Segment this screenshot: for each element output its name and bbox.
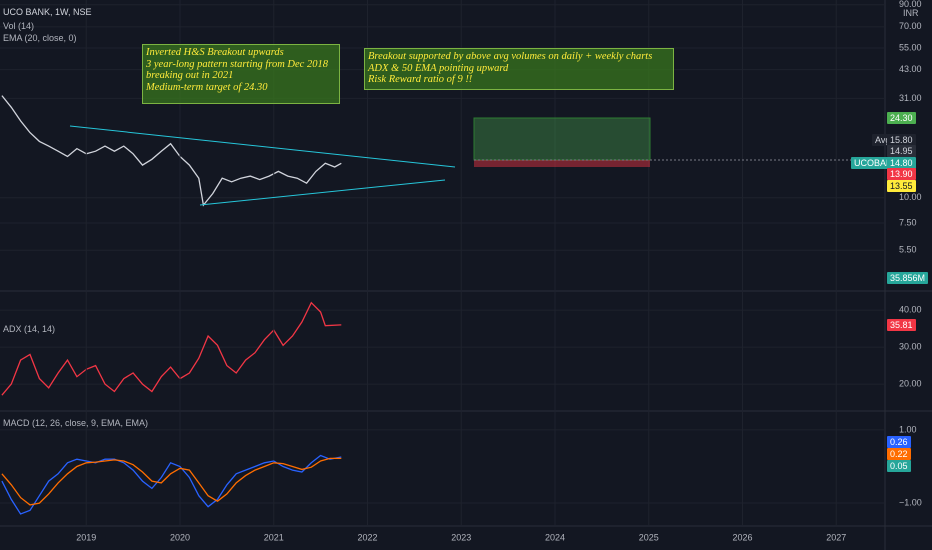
y-tick-label: −1.00 xyxy=(899,497,922,507)
symbol: UCO BANK, 1W, NSE xyxy=(3,7,92,17)
ema-legend: EMA (20, close, 0) xyxy=(3,33,77,43)
trend-line xyxy=(199,179,446,206)
price-tag: 0.26 xyxy=(887,436,911,448)
x-tick-label: 2022 xyxy=(357,532,377,542)
data-line xyxy=(1,457,342,506)
adx-legend: ADX (14, 14) xyxy=(3,324,56,334)
y-tick-label: 20.00 xyxy=(899,378,922,388)
y-tick-label: 55.00 xyxy=(899,42,922,52)
x-tick-label: 2020 xyxy=(170,532,190,542)
x-tick-label: 2019 xyxy=(76,532,96,542)
vol-legend: Vol (14) xyxy=(3,21,35,31)
annotation-line: breaking out in 2021 xyxy=(146,70,234,81)
y-tick-label: 10.00 xyxy=(899,192,922,202)
trend-line xyxy=(69,125,456,168)
price-tag: 35.856M xyxy=(887,272,929,284)
y-tick-label: 70.00 xyxy=(899,21,922,31)
y-tick-label: 40.00 xyxy=(899,305,922,315)
y-tick-label: 5.50 xyxy=(899,245,917,255)
stop-zone xyxy=(474,160,650,167)
annotation-line: Inverted H&S Breakout upwards xyxy=(146,47,284,58)
data-line xyxy=(1,301,342,396)
annotation: Inverted H&S Breakout upwards 3 year-lon… xyxy=(142,44,340,104)
annotation-line: Risk Reward ratio of 9 !! xyxy=(368,74,473,85)
x-tick-label: 2021 xyxy=(264,532,284,542)
annotation-line: Medium-term target of 24.30 xyxy=(146,81,268,93)
x-tick-label: 2027 xyxy=(826,532,846,542)
target-zone xyxy=(473,117,651,161)
annotation-line: Breakout supported by above avg volumes … xyxy=(368,51,653,62)
currency: INR xyxy=(903,8,919,18)
x-tick-label: 2026 xyxy=(732,532,752,542)
price-tag: 15.80 xyxy=(887,134,916,146)
data-line xyxy=(1,454,342,515)
y-tick-label: 31.00 xyxy=(899,93,922,103)
y-tick-label: 7.50 xyxy=(899,217,917,227)
data-line xyxy=(1,95,342,207)
annotation: Breakout supported by above avg volumes … xyxy=(364,48,674,90)
x-tick-label: 2025 xyxy=(639,532,659,542)
price-tag: 13.55 xyxy=(887,180,916,192)
price-tag: 14.95 xyxy=(887,145,916,157)
price-tag: 24.30 xyxy=(887,112,916,124)
price-tag: 0.05 xyxy=(887,460,911,472)
price-tag: 35.81 xyxy=(887,319,916,331)
annotation-line: ADX & 50 EMA pointing upward xyxy=(368,62,509,74)
y-tick-label: 43.00 xyxy=(899,64,922,74)
y-tick-label: 1.00 xyxy=(899,424,917,434)
x-tick-label: 2024 xyxy=(545,532,565,542)
y-tick-label: 30.00 xyxy=(899,341,922,351)
annotation-line: 3 year-long pattern starting from Dec 20… xyxy=(146,58,328,70)
price-tag: 0.22 xyxy=(887,448,911,460)
price-tag: 14.80 xyxy=(887,157,916,169)
price-tag: 13.90 xyxy=(887,168,916,180)
y-tick-label: 90.00 xyxy=(899,0,922,9)
x-tick-label: 2023 xyxy=(451,532,471,542)
macd-legend: MACD (12, 26, close, 9, EMA, EMA) xyxy=(3,418,149,428)
